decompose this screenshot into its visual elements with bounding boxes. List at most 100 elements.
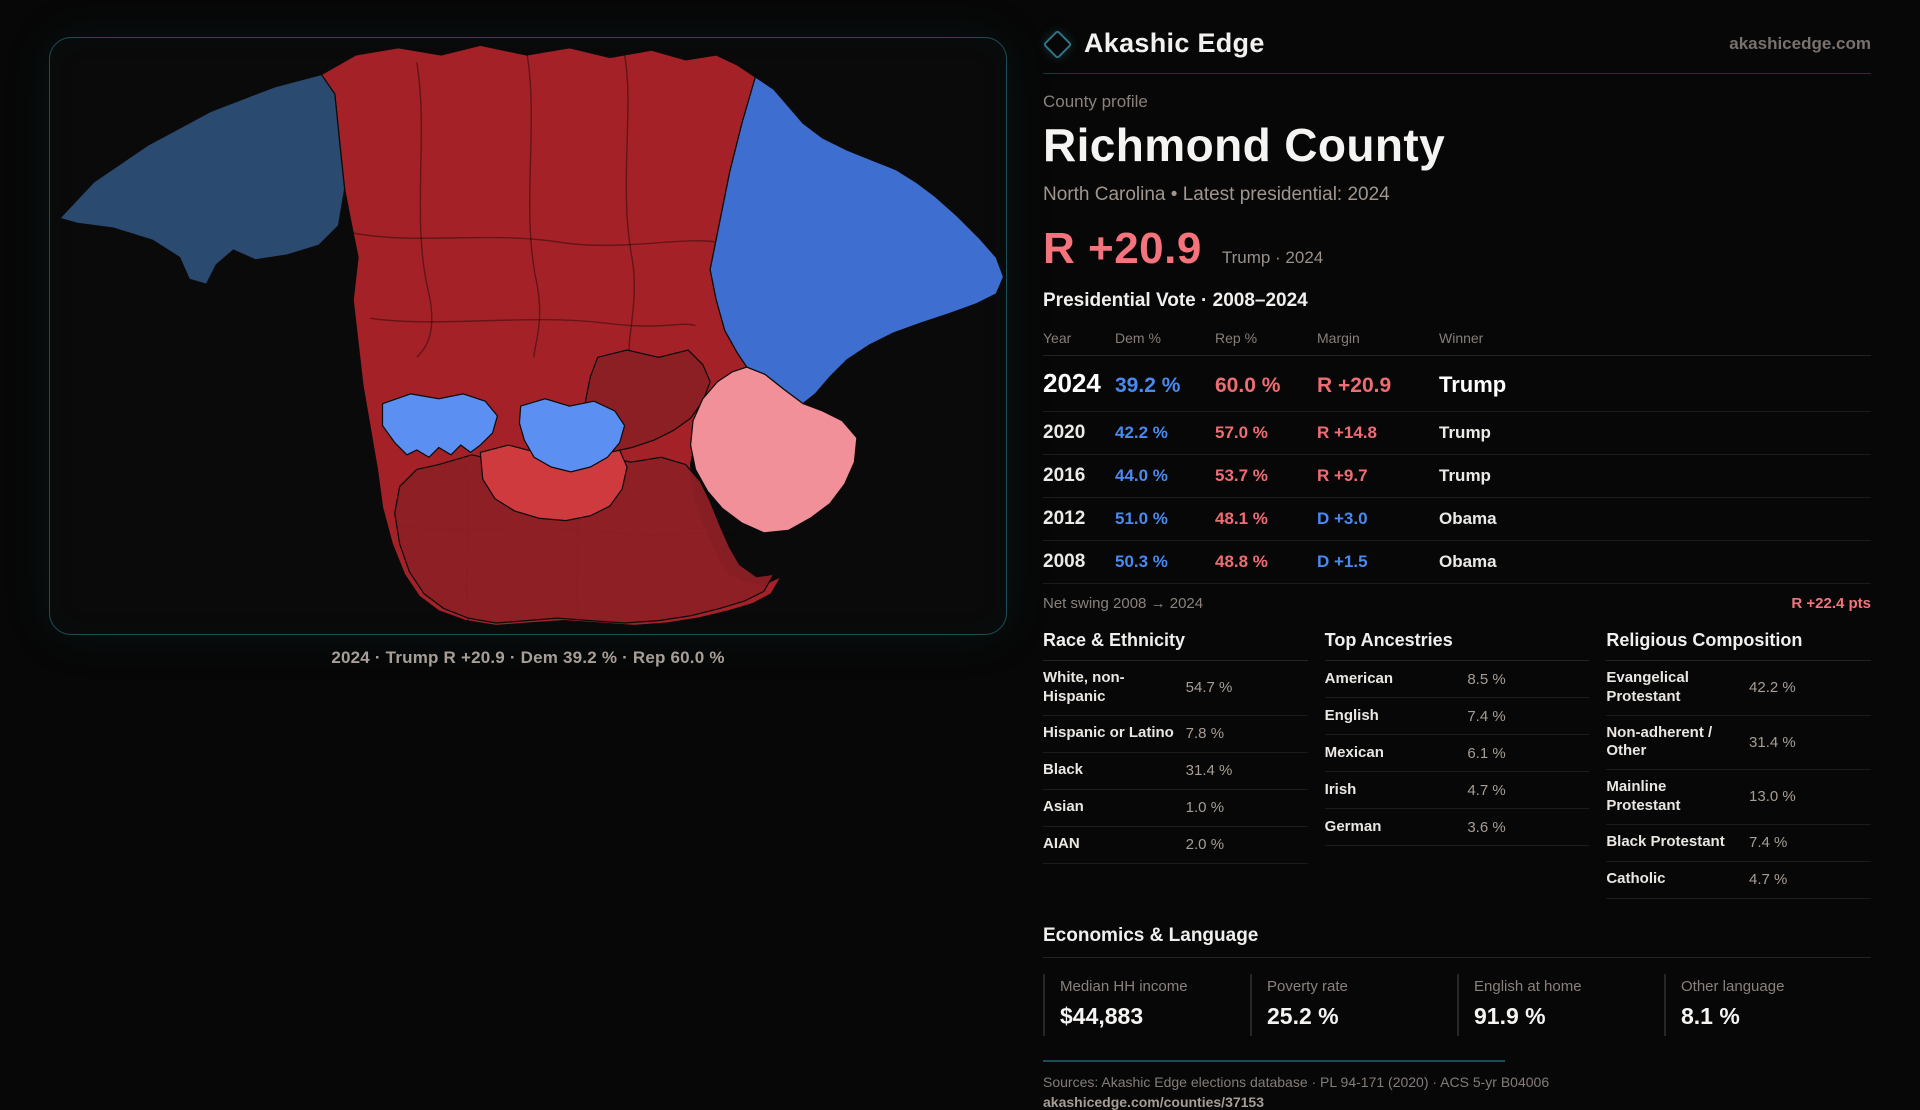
net-swing-row: Net swing 2008 → 2024 R +22.4 pts <box>1043 584 1871 612</box>
stat-value: 8.5 % <box>1467 670 1506 688</box>
cell-winner: Obama <box>1439 552 1497 571</box>
cell-year: 2024 <box>1043 368 1101 398</box>
stat-row: Non-adherent / Other 31.4 % <box>1606 716 1872 770</box>
stat-value: 54.7 % <box>1185 679 1233 697</box>
stat-label: Median HH income <box>1060 977 1188 995</box>
table-row[interactable]: 2008 50.3 % 48.8 % D +1.5 Obama <box>1043 541 1871 584</box>
table-title: Presidential Vote · 2008–2024 <box>1043 290 1308 311</box>
stat-value: 4.7 % <box>1467 781 1506 799</box>
stat-label: Poverty rate <box>1267 977 1348 995</box>
eyebrow-label: County profile <box>1043 92 1148 111</box>
stat-label: AIAN <box>1043 835 1080 853</box>
ancestries-column: Top Ancestries American 8.5 % English 7.… <box>1324 630 1590 899</box>
stat-card: Poverty rate 25.2 % <box>1250 973 1457 1036</box>
ancestries-title: Top Ancestries <box>1324 630 1453 650</box>
headline-margin: R +20.9 <box>1043 224 1202 273</box>
cell-margin: D +1.5 <box>1317 552 1368 571</box>
stat-label: Black <box>1043 761 1084 779</box>
cell-rep: 60.0 % <box>1215 374 1281 397</box>
table-row[interactable]: 2012 51.0 % 48.1 % D +3.0 Obama <box>1043 498 1871 541</box>
stat-value: 7.8 % <box>1185 725 1225 742</box>
cell-dem: 50.3 % <box>1115 552 1168 571</box>
cell-year: 2008 <box>1043 551 1086 572</box>
stat-label: White, non-Hispanic <box>1043 669 1125 705</box>
religion-column: Religious Composition Evangelical Protes… <box>1606 630 1872 899</box>
stat-value: 13.0 % <box>1749 788 1796 806</box>
cell-dem: 51.0 % <box>1115 509 1168 528</box>
stat-row: German 3.6 % <box>1324 809 1590 846</box>
stat-label: German <box>1324 817 1382 835</box>
sources-text: Sources: Akashic Edge elections database… <box>1043 1073 1550 1090</box>
stat-row: White, non-Hispanic 54.7 % <box>1043 661 1308 716</box>
map-caption: 2024 · Trump R +20.9 · Dem 39.2 % · Rep … <box>331 648 725 667</box>
col-rep: Rep % <box>1215 330 1258 346</box>
stat-label: Evangelical Protestant <box>1606 669 1689 705</box>
stat-value: 31.4 % <box>1185 762 1233 779</box>
divider <box>1043 660 1308 661</box>
header-divider <box>1043 73 1871 74</box>
stat-label: Mexican <box>1324 743 1384 761</box>
cell-dem: 39.2 % <box>1115 374 1181 397</box>
economics-section: Economics & Language Median HH income $4… <box>1043 925 1871 1036</box>
stat-row: American 8.5 % <box>1324 661 1590 698</box>
stat-row: Black 31.4 % <box>1043 753 1308 790</box>
cell-margin: R +20.9 <box>1317 374 1392 397</box>
footer-divider <box>1043 1059 1505 1062</box>
brand-diamond-icon <box>1042 29 1073 60</box>
stat-card: Median HH income $44,883 <box>1043 973 1250 1036</box>
cell-margin: D +3.0 <box>1317 509 1368 528</box>
stat-value: 7.4 % <box>1467 707 1506 725</box>
map-region-light-blue-west[interactable] <box>381 393 499 459</box>
map-region-blue-northeast[interactable] <box>709 76 1005 405</box>
permalink[interactable]: akashicedge.com/counties/37153 <box>1043 1093 1264 1110</box>
table-row[interactable]: 2020 42.2 % 57.0 % R +14.8 Trump <box>1043 412 1871 455</box>
religion-title: Religious Composition <box>1606 630 1803 650</box>
brand-name: Akashic Edge <box>1084 28 1265 58</box>
cell-rep: 57.0 % <box>1215 423 1268 442</box>
cell-margin: R +14.8 <box>1317 423 1378 442</box>
map-region-light-blue-east[interactable] <box>518 398 626 473</box>
stat-row: Evangelical Protestant 42.2 % <box>1606 661 1872 716</box>
stat-card: English at home 91.9 % <box>1457 973 1664 1036</box>
brand-domain-link[interactable]: akashicedge.com <box>1729 33 1871 53</box>
county-map-panel <box>49 37 1007 635</box>
cell-year: 2016 <box>1043 465 1086 486</box>
stat-label: English <box>1324 706 1379 724</box>
stat-row: Hispanic or Latino 7.8 % <box>1043 716 1308 753</box>
stat-label: Black Protestant <box>1606 833 1725 851</box>
map-region-pink[interactable] <box>689 366 858 534</box>
county-map[interactable] <box>50 38 1006 634</box>
stat-value: $44,883 <box>1060 1002 1144 1029</box>
divider <box>1606 660 1872 661</box>
cell-winner: Trump <box>1439 423 1491 442</box>
col-dem: Dem % <box>1115 330 1161 346</box>
stat-value: 7.4 % <box>1749 834 1788 851</box>
header: Akashic Edge akashicedge.com <box>1042 28 1871 60</box>
presidential-vote-table: Year Dem % Rep % Margin Winner 2024 39.2… <box>1043 322 1871 612</box>
headline-context: Trump · 2024 <box>1221 248 1324 267</box>
table-header-row: Year Dem % Rep % Margin Winner <box>1043 322 1871 356</box>
stat-label: Non-adherent / Other <box>1606 723 1713 760</box>
stat-value: 91.9 % <box>1474 1002 1546 1029</box>
race-ethnicity-column: Race & Ethnicity White, non-Hispanic 54.… <box>1043 630 1308 899</box>
stat-label: Other language <box>1681 977 1785 995</box>
cell-margin: R +9.7 <box>1317 466 1368 485</box>
stat-label: Irish <box>1324 780 1357 798</box>
stat-row: Mexican 6.1 % <box>1324 735 1590 772</box>
cell-rep: 48.8 % <box>1215 552 1268 571</box>
stat-label: American <box>1324 669 1394 687</box>
col-winner: Winner <box>1439 330 1484 346</box>
table-row[interactable]: 2024 39.2 % 60.0 % R +20.9 Trump <box>1043 356 1871 412</box>
stat-value: 8.1 % <box>1681 1002 1740 1029</box>
cell-year: 2012 <box>1043 508 1086 529</box>
table-row[interactable]: 2016 44.0 % 53.7 % R +9.7 Trump <box>1043 455 1871 498</box>
stat-value: 25.2 % <box>1267 1002 1339 1029</box>
cell-rep: 53.7 % <box>1215 466 1268 485</box>
map-region-navy-northwest[interactable] <box>58 73 346 285</box>
stat-value: 1.0 % <box>1185 799 1225 816</box>
stat-row: English 7.4 % <box>1324 698 1590 735</box>
cell-winner: Trump <box>1439 372 1507 397</box>
divider <box>1324 660 1590 661</box>
demographics-section: Race & Ethnicity White, non-Hispanic 54.… <box>1043 630 1872 899</box>
page-subtitle: North Carolina • Latest presidential: 20… <box>1043 184 1390 205</box>
